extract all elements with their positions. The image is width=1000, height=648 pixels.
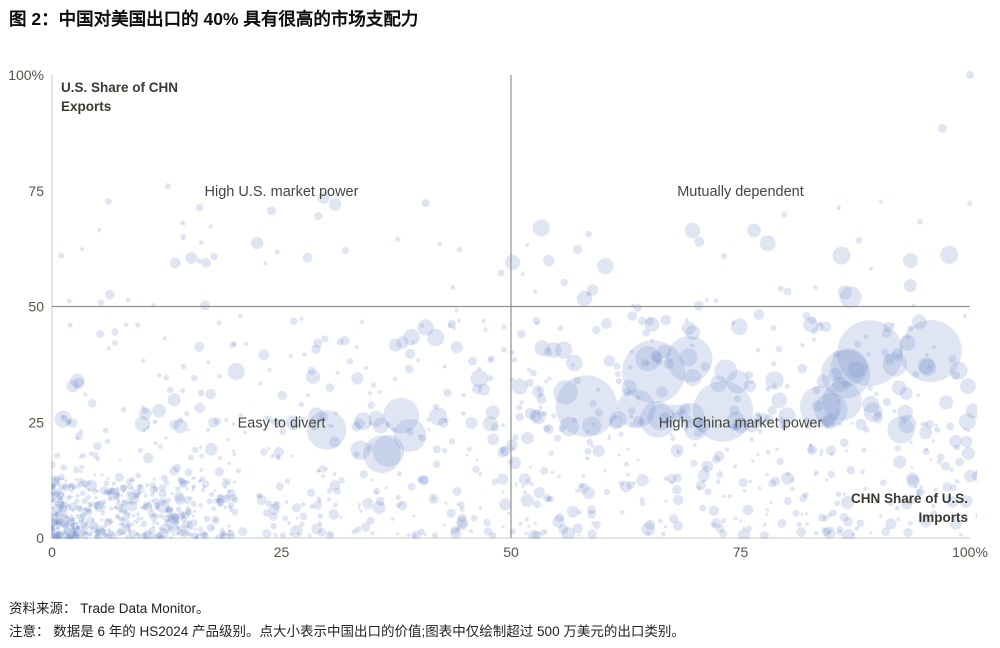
y-axis-title: Exports [61, 99, 111, 114]
quadrant-label: Mutually dependent [677, 184, 804, 200]
y-tick-label: 25 [28, 414, 44, 430]
y-tick-label: 75 [28, 183, 44, 199]
y-tick-label: 50 [28, 299, 44, 315]
figure-title: 图 2：中国对美国出口的 40% 具有很高的市场支配力 [9, 9, 419, 29]
y-tick-label: 0 [36, 530, 44, 546]
y-axis-title: U.S. Share of CHN [61, 80, 178, 95]
x-tick-label: 100% [952, 544, 988, 560]
x-axis-title: CHN Share of U.S. [851, 491, 968, 506]
method-note: 注意： 数据是 6 年的 HS2024 产品级别。点大小表示中国出口的价值;图表… [9, 624, 685, 639]
quadrant-label: Easy to divert [238, 415, 326, 431]
quadrant-label: High China market power [659, 415, 823, 431]
y-tick-label: 100% [8, 67, 44, 83]
scatter-points [51, 71, 977, 539]
x-tick-label: 0 [48, 544, 56, 560]
x-tick-label: 75 [733, 544, 749, 560]
quadrant-label: High U.S. market power [205, 184, 359, 200]
figure-notes: 资料来源： Trade Data Monitor。 注意： 数据是 6 年的 H… [9, 597, 685, 643]
x-tick-label: 50 [503, 544, 519, 560]
scatter-chart: 0 25 50 75 100% 0 25 50 75 100% High U.S. market p… [8, 67, 988, 560]
x-tick-label: 25 [274, 544, 290, 560]
source-note: 资料来源： Trade Data Monitor。 [9, 601, 210, 616]
x-axis-title: Imports [918, 510, 968, 525]
